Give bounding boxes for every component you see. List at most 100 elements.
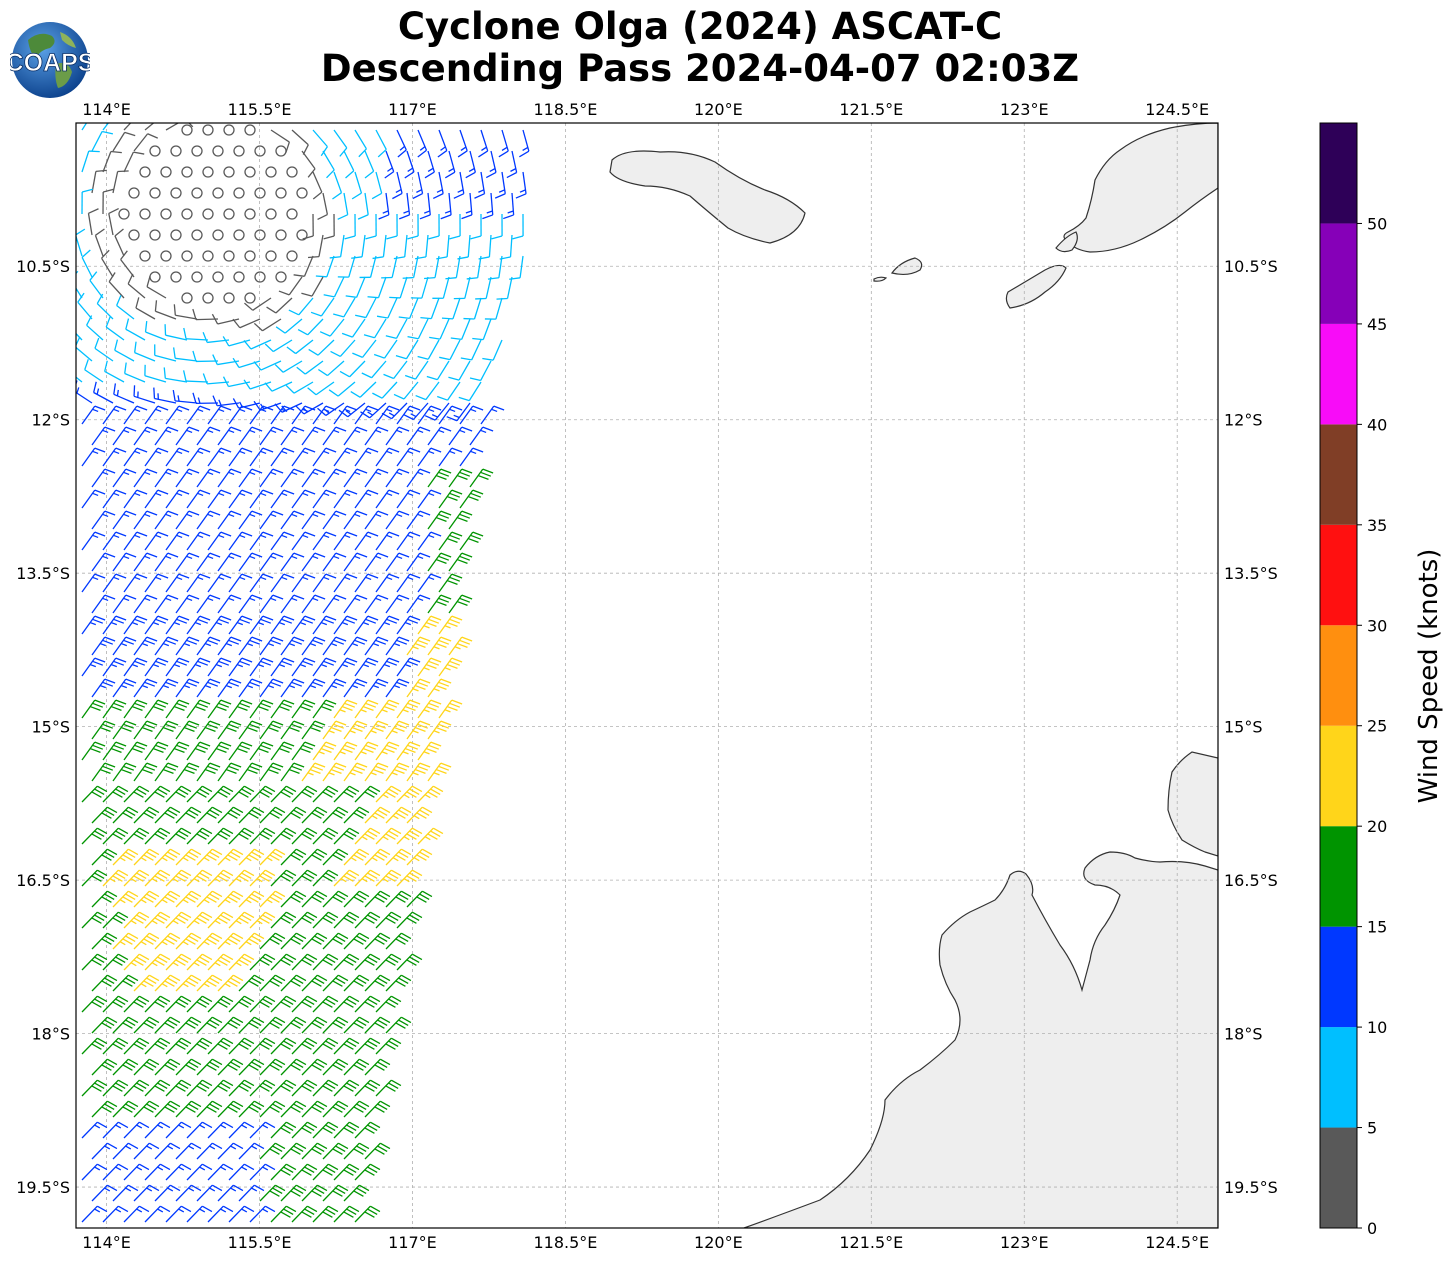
wind-barb (385, 1016, 412, 1034)
wind-barb (312, 1163, 339, 1181)
wind-barb (87, 208, 99, 236)
calm-wind-circle (149, 229, 161, 241)
wind-barb (186, 531, 211, 551)
wind-barb (482, 192, 494, 220)
wind-barb (202, 373, 230, 385)
wind-barb (383, 360, 408, 380)
wind-barb (154, 1142, 181, 1160)
wind-barb (217, 594, 242, 614)
wind-barb (133, 133, 158, 152)
wind-barb (317, 192, 329, 221)
wind-barb (312, 995, 339, 1013)
wind-barb (385, 636, 410, 656)
wind-barb (102, 1037, 129, 1055)
wind-barb (144, 1121, 171, 1139)
wind-barb (494, 171, 506, 199)
wind-barb (217, 720, 242, 740)
calm-wind-circle (212, 229, 224, 241)
wind-barb (186, 573, 211, 593)
wind-barb (175, 426, 200, 446)
wind-barb (154, 678, 179, 698)
calm-wind-circle (233, 271, 245, 283)
wind-barb (94, 228, 105, 257)
wind-barb (123, 995, 150, 1013)
flores-timor-landmass (1063, 123, 1218, 253)
wind-barb (333, 129, 348, 157)
wind-barb (485, 150, 497, 179)
wind-barb (238, 552, 263, 572)
wind-barb (173, 304, 198, 320)
wind-barb (322, 150, 335, 179)
y-tick-label-left: 12°S (31, 411, 70, 430)
wind-barb (270, 129, 290, 153)
wind-barb (196, 1142, 223, 1160)
wind-barb (259, 468, 284, 488)
wind-barb (112, 1100, 139, 1118)
wind-barb (102, 657, 127, 677)
wind-barb (81, 1079, 108, 1097)
wind-barb (259, 594, 284, 614)
kimberley-coast (1167, 751, 1218, 857)
wind-barb (354, 1163, 381, 1181)
wind-barb (192, 350, 219, 363)
wind-barb (196, 890, 223, 908)
colorbar-bin (1320, 1027, 1357, 1128)
wind-barb (406, 848, 433, 866)
wind-barb (165, 123, 194, 131)
wind-barb (354, 827, 381, 845)
wind-barb (259, 720, 284, 740)
wind-barb (105, 316, 125, 341)
wind-barb (396, 699, 421, 719)
wind-barb (113, 383, 135, 404)
wind-barb (406, 720, 431, 740)
calm-wind-circle (149, 271, 161, 283)
wind-barb (301, 932, 328, 950)
wind-barb (123, 531, 148, 551)
wind-barb (437, 381, 461, 401)
wind-barb (307, 234, 324, 259)
wind-barb (312, 741, 337, 761)
wind-barb (112, 1142, 139, 1160)
wind-barb (301, 762, 326, 782)
wind-barb (427, 762, 452, 782)
wind-barb (133, 1142, 160, 1160)
wind-barb (112, 552, 137, 572)
wind-barb (76, 376, 83, 383)
wind-barb (133, 932, 160, 950)
wind-barb (396, 615, 421, 635)
wind-barb (228, 615, 253, 635)
wind-barb (406, 426, 431, 446)
wind-barb (154, 636, 179, 656)
wind-barb (469, 360, 492, 382)
wind-barb (165, 869, 192, 887)
wind-barb (249, 1037, 276, 1055)
wind-barb (475, 276, 492, 300)
wind-barb (182, 370, 209, 383)
wind-barb (415, 381, 440, 401)
calm-wind-circle (233, 229, 245, 241)
wind-barb (402, 255, 419, 279)
wind-barb (322, 552, 347, 572)
wind-barb (432, 276, 450, 299)
wind-barb (91, 720, 116, 740)
wind-barb (312, 785, 339, 803)
calm-wind-circle (202, 208, 214, 220)
wind-barb (420, 297, 440, 320)
wind-barb (417, 827, 444, 845)
wind-barb (438, 531, 463, 551)
y-tick-label-right: 18°S (1224, 1025, 1263, 1044)
wind-barb (410, 276, 429, 299)
colorbar-tick-label: 35 (1367, 516, 1387, 535)
wind-barb (396, 827, 423, 845)
wind-barb (207, 741, 232, 761)
wind-barb (444, 150, 456, 179)
calm-wind-circle (223, 166, 235, 178)
wind-barb (144, 699, 169, 719)
wind-barb (270, 827, 297, 845)
wind-barb (453, 276, 471, 300)
wind-barb (343, 932, 370, 950)
wind-barb (217, 426, 242, 446)
colorbar-bin (1320, 725, 1357, 827)
wind-barb (249, 405, 274, 425)
wind-barb (354, 911, 381, 929)
